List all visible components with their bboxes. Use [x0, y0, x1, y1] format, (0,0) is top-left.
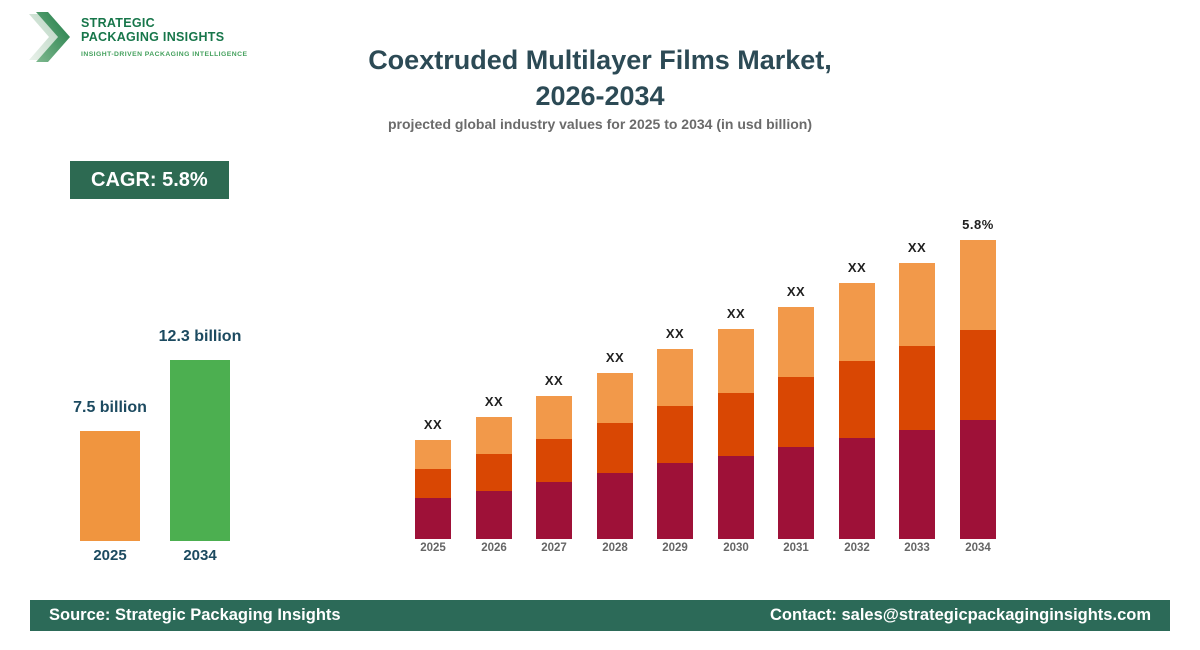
- stacked-segment-segment-middle-2026: [476, 454, 512, 491]
- bar-top-label-2033: XX: [907, 240, 927, 255]
- bar-top-label-2025: XX: [423, 417, 443, 432]
- stacked-segment-segment-bottom-2034: [960, 420, 996, 539]
- stacked-segment-segment-middle-2033: [899, 346, 935, 430]
- cagr-badge: CAGR: 5.8%: [70, 161, 229, 199]
- stacked-segment-segment-top-2025: [415, 440, 451, 469]
- brand-chevron-icon: [29, 12, 70, 62]
- stacked-segment-segment-middle-2029: [657, 406, 693, 463]
- stacked-segment-segment-bottom-2025: [415, 498, 451, 539]
- stacked-segment-segment-bottom-2033: [899, 430, 935, 539]
- stacked-year-label-2033: 2033: [904, 542, 930, 554]
- brand-tagline: INSIGHT-DRIVEN PACKAGING INTELLIGENCE: [81, 51, 248, 58]
- summary-year-label-2025: 2025: [93, 547, 127, 564]
- stacked-year-label-2034: 2034: [965, 542, 991, 554]
- stacked-segment-segment-top-2030: [718, 329, 754, 393]
- stacked-segment-segment-middle-2032: [839, 361, 875, 438]
- stacked-segment-segment-top-2034: [960, 240, 996, 330]
- brand-logo: STRATEGIC PACKAGING INSIGHTS INSIGHT-DRI…: [28, 10, 247, 64]
- page-subtitle: projected global industry values for 202…: [388, 116, 812, 132]
- summary-bar-2025: [80, 431, 140, 541]
- bar-top-label-2026: XX: [484, 394, 504, 409]
- footer-bar: Source: Strategic Packaging Insights Con…: [30, 600, 1170, 631]
- stacked-segment-segment-top-2033: [899, 263, 935, 346]
- stacked-year-label-2030: 2030: [723, 542, 749, 554]
- brand-name-line1: STRATEGIC: [81, 16, 155, 30]
- stacked-segment-segment-bottom-2032: [839, 438, 875, 539]
- stacked-segment-segment-bottom-2030: [718, 456, 754, 539]
- stacked-year-label-2025: 2025: [420, 542, 446, 554]
- stacked-segment-segment-bottom-2031: [778, 447, 814, 539]
- stacked-segment-segment-top-2028: [597, 373, 633, 423]
- brand-logo-text: STRATEGIC PACKAGING INSIGHTS INSIGHT-DRI…: [81, 10, 247, 58]
- summary-value-label-2034: 12.3 billion: [158, 328, 242, 345]
- summary-bar-2034: [170, 360, 230, 541]
- stacked-segment-segment-top-2027: [536, 396, 572, 439]
- stacked-segment-segment-bottom-2028: [597, 473, 633, 539]
- stacked-segment-segment-middle-2028: [597, 423, 633, 473]
- stacked-segment-segment-middle-2027: [536, 439, 572, 482]
- bar-top-label-2032: XX: [847, 260, 867, 275]
- bar-top-label-2030: XX: [726, 306, 746, 321]
- stacked-segment-segment-middle-2034: [960, 330, 996, 420]
- stacked-segment-segment-bottom-2027: [536, 482, 572, 539]
- stacked-year-label-2032: 2032: [844, 542, 870, 554]
- stacked-year-label-2027: 2027: [541, 542, 567, 554]
- bar-top-label-2031: XX: [786, 284, 806, 299]
- bar-top-label-2028: XX: [605, 350, 625, 365]
- stacked-year-label-2029: 2029: [662, 542, 688, 554]
- brand-name-line2: PACKAGING INSIGHTS: [81, 30, 225, 44]
- footer-contact: Contact: sales@strategicpackaginginsight…: [769, 606, 1151, 624]
- page-title: Coextruded Multilayer Films Market, 2026…: [368, 45, 832, 111]
- summary-year-label-2034: 2034: [183, 547, 217, 564]
- stacked-segment-segment-top-2031: [778, 307, 814, 377]
- stacked-year-label-2026: 2026: [481, 542, 507, 554]
- stacked-segment-segment-bottom-2026: [476, 491, 512, 539]
- bar-top-label-2027: XX: [544, 373, 564, 388]
- footer-source: Source: Strategic Packaging Insights: [49, 606, 341, 624]
- bar-top-label-2034: 5.8%: [962, 217, 994, 232]
- stacked-year-label-2028: 2028: [602, 542, 628, 554]
- summary-value-label-2025: 7.5 billion: [73, 399, 147, 416]
- stacked-segment-segment-middle-2030: [718, 393, 754, 456]
- stacked-segment-segment-bottom-2029: [657, 463, 693, 539]
- stacked-year-label-2031: 2031: [783, 542, 809, 554]
- stacked-segment-segment-middle-2031: [778, 377, 814, 447]
- stacked-segment-segment-top-2029: [657, 349, 693, 406]
- stacked-segment-segment-top-2026: [476, 417, 512, 454]
- stacked-segment-segment-top-2032: [839, 283, 875, 361]
- bar-top-label-2029: XX: [665, 326, 685, 341]
- stacked-segment-segment-middle-2025: [415, 469, 451, 498]
